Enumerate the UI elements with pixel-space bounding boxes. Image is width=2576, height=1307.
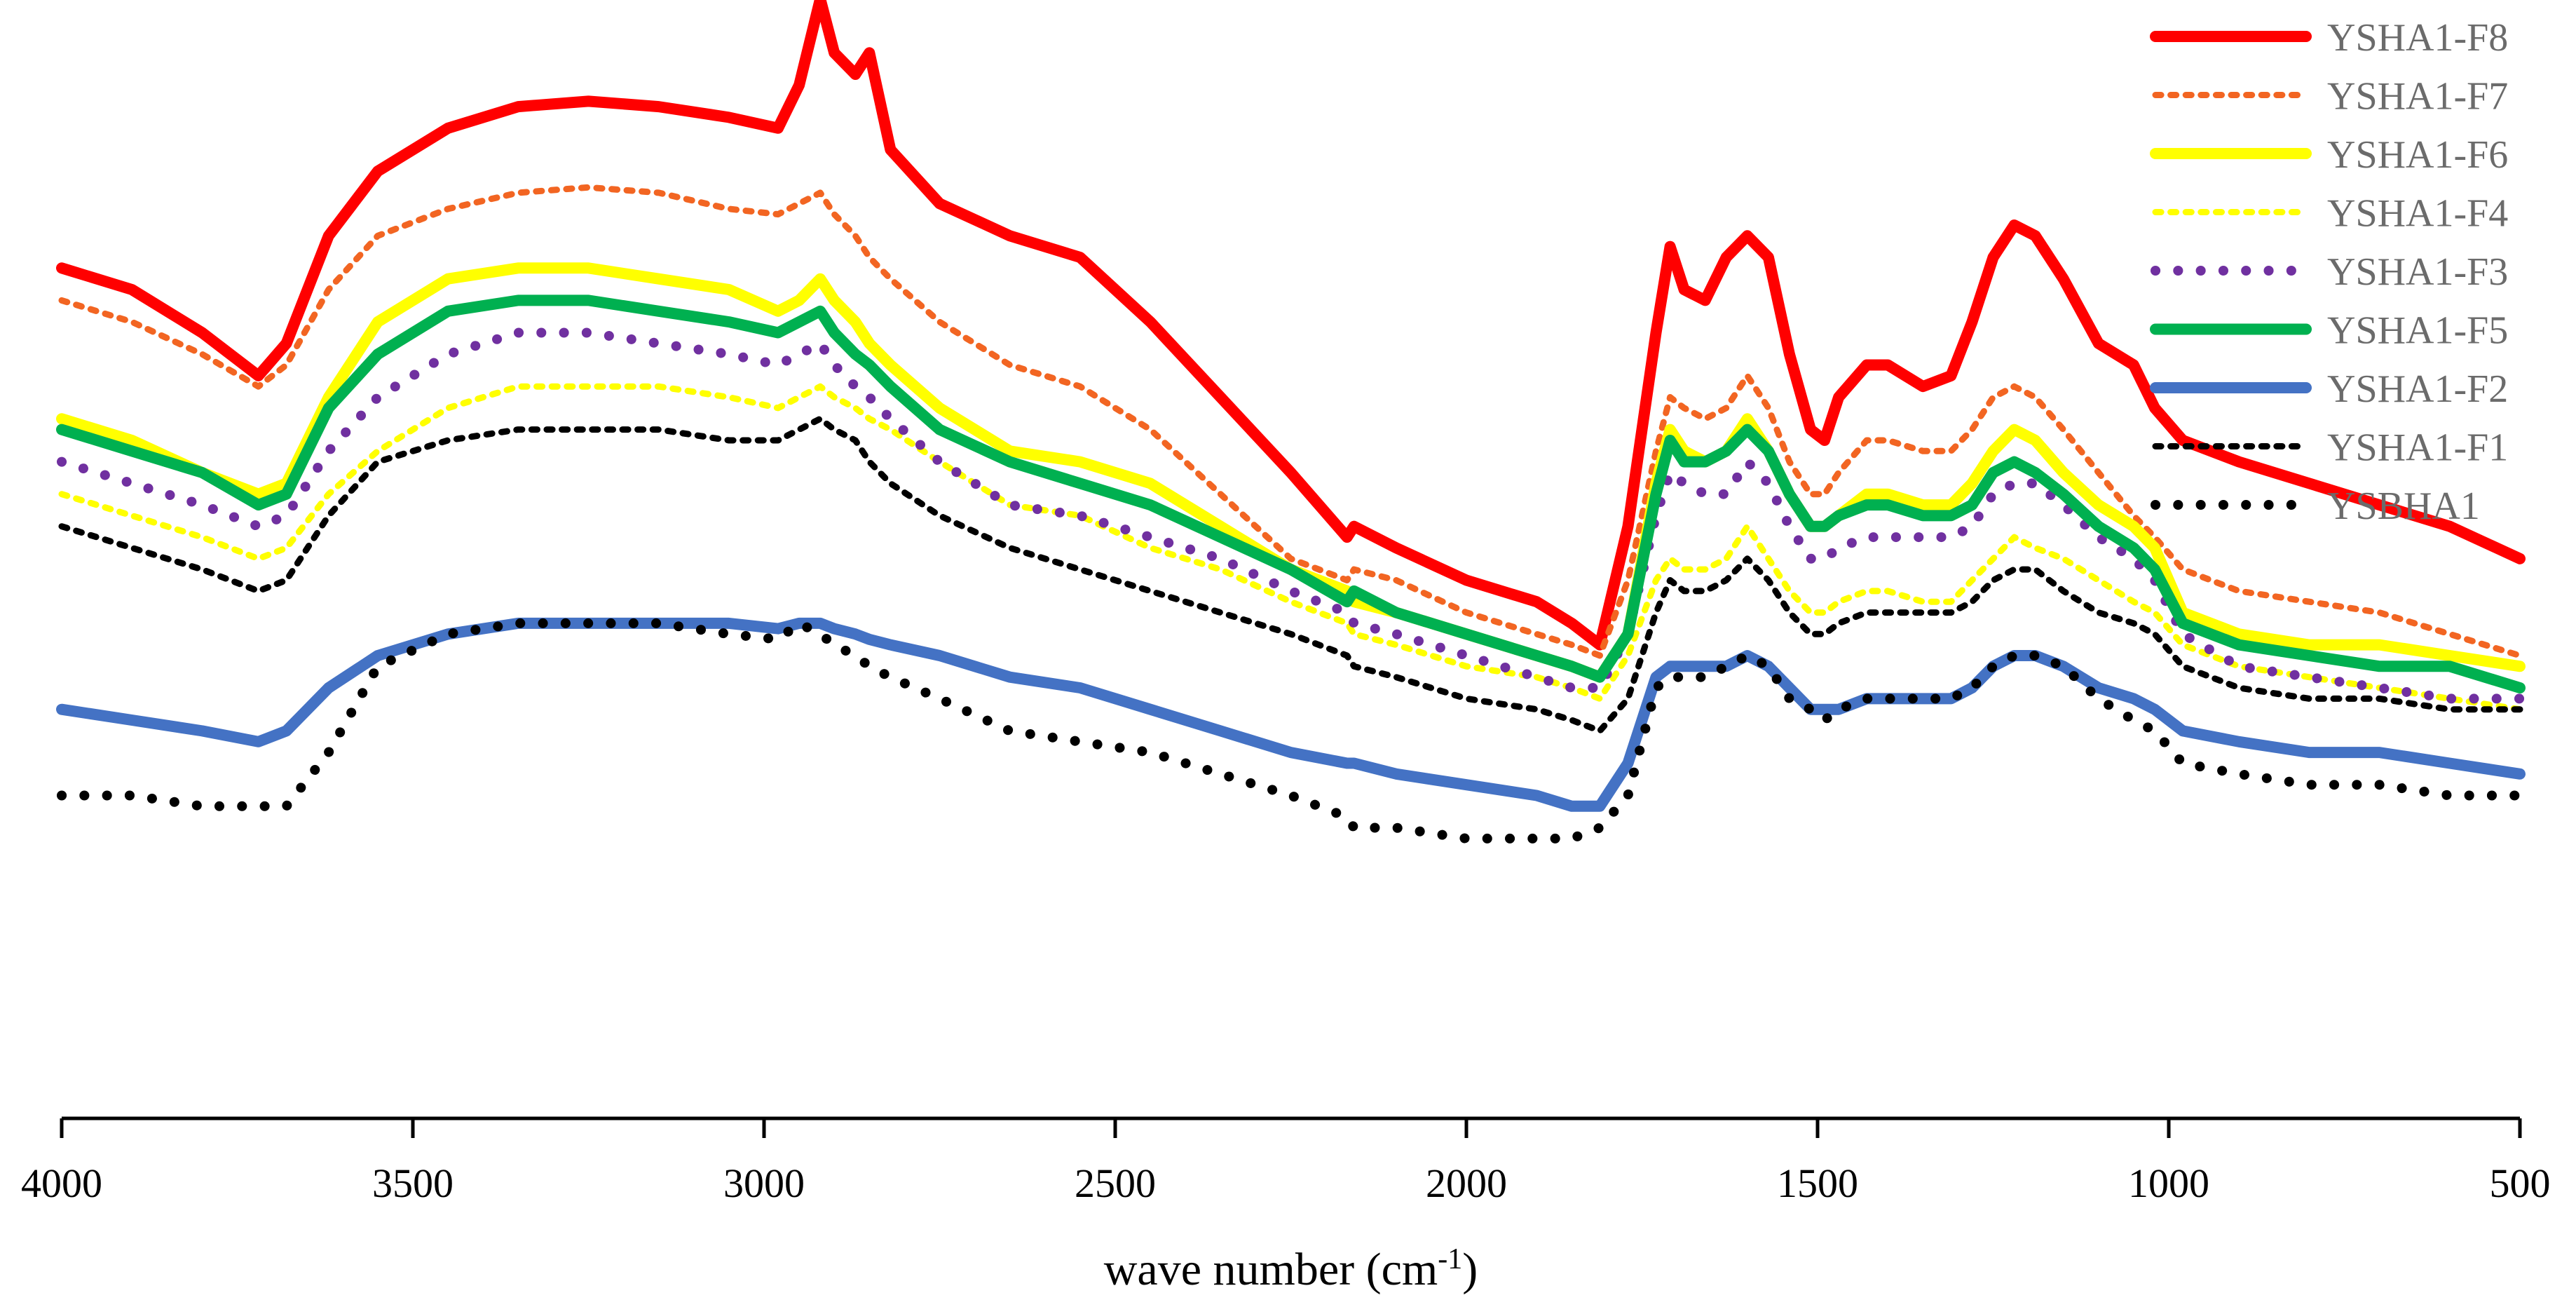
x-tick-label: 2500 [1075,1160,1156,1206]
x-tick-label: 4000 [21,1160,102,1206]
series-line-ysbha1 [57,618,2525,844]
x-axis-ticks: 4000 3500 3000 2500 2000 1500 1000 500 [21,1118,2551,1206]
x-tick-label: 2000 [1426,1160,1507,1206]
series-line-ysha1-f4 [58,383,2523,713]
legend-item: YSHA1-F1 [2152,426,2508,470]
x-tick-label: 3000 [723,1160,805,1206]
legend-item: YSHA1-F7 [2152,75,2508,118]
x-tick-label: 3500 [372,1160,454,1206]
series-line-ysha1-f1 [58,415,2523,734]
series-line-ysha1-f3 [57,327,2525,704]
legend-item: YSHA1-F6 [2150,133,2508,177]
legend-label: YSHA1-F1 [2327,426,2508,470]
legend-label: YSHA1-F2 [2327,367,2508,411]
series-line-ysha1-f5 [56,294,2526,693]
series-line-ysha1-f2 [56,617,2526,812]
x-axis-title-superscript: -1 [1438,1243,1462,1275]
legend-label: YSBHA1 [2327,485,2480,528]
legend-label: YSHA1-F6 [2327,133,2508,177]
legend-item: YSHA1-F4 [2152,192,2508,236]
legend: YSHA1-F8 YSHA1-F7 YSHA1-F6 YSHA1-F4 YSHA1-F3… [2150,16,2508,528]
legend-item: YSHA1-F2 [2150,367,2508,411]
legend-label: YSHA1-F3 [2327,250,2508,294]
x-axis-title: wave number (cm-1) [1104,1243,1478,1295]
legend-label: YSHA1-F7 [2327,75,2508,118]
legend-item: YSBHA1 [2151,485,2480,528]
legend-item: YSHA1-F5 [2150,309,2508,353]
legend-item: YSHA1-F8 [2150,16,2508,60]
x-tick-label: 1000 [2128,1160,2209,1206]
series-layer [56,0,2526,844]
legend-label: YSHA1-F4 [2327,192,2508,236]
series-line-ysha1-f7 [58,184,2523,659]
legend-label: YSHA1-F8 [2327,16,2508,60]
x-tick-label: 500 [2490,1160,2551,1206]
legend-item: YSHA1-F3 [2151,250,2508,294]
x-tick-label: 1500 [1777,1160,1858,1206]
legend-label: YSHA1-F5 [2327,309,2508,353]
series-line-ysha1-f8 [56,0,2526,651]
